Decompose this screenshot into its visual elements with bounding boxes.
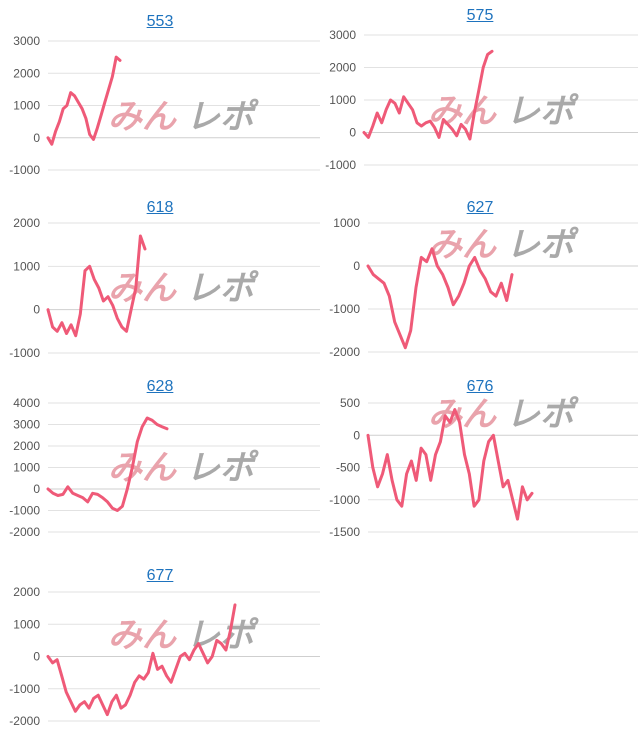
- y-tick-label: 3000: [13, 34, 40, 48]
- chart-title-link[interactable]: 677: [146, 567, 174, 584]
- watermark-logo: みん レポ: [108, 448, 259, 488]
- watermark-text-right: レポ: [186, 97, 259, 137]
- watermark-logo: みん レポ: [428, 92, 579, 132]
- y-tick-label: 1000: [13, 259, 40, 273]
- y-tick-label: -1000: [9, 682, 40, 696]
- y-tick-label: 1000: [13, 461, 40, 475]
- chart-title-link[interactable]: 627: [466, 199, 494, 216]
- y-tick-label: 2000: [13, 585, 40, 599]
- y-tick-label: -1000: [329, 493, 360, 507]
- series-line: [46, 234, 147, 338]
- y-tick-label: 500: [340, 396, 360, 410]
- series-line: [362, 49, 494, 141]
- y-tick-label: 3000: [329, 28, 356, 42]
- line-chart: -1000 0 1000 2000 3000 みん レポ: [9, 34, 320, 177]
- y-tick-label: -500: [336, 461, 360, 475]
- chart-title-link[interactable]: 628: [146, 378, 174, 395]
- watermark-text-right: レポ: [506, 394, 579, 434]
- watermark-logo: みん レポ: [428, 394, 579, 434]
- y-tick-label: 1000: [13, 617, 40, 631]
- watermark-text-left: みん: [428, 394, 497, 434]
- y-tick-label: 4000: [13, 396, 40, 410]
- watermark-text-right: レポ: [506, 225, 579, 265]
- chart-title-link[interactable]: 553: [146, 13, 174, 30]
- watermark-logo: みん レポ: [108, 269, 259, 309]
- y-tick-label: 1000: [329, 93, 356, 107]
- line-chart: -1000 0 1000 2000 3000 みん レポ: [325, 28, 638, 172]
- y-tick-label: -1000: [9, 346, 40, 360]
- watermark-text-right: レポ: [186, 269, 259, 309]
- watermark-text-left: みん: [108, 448, 177, 488]
- y-tick-label: -2000: [329, 345, 360, 359]
- y-tick-label: -1000: [9, 163, 40, 177]
- series-line: [46, 55, 122, 146]
- watermark-logo: みん レポ: [428, 225, 579, 265]
- line-chart: -2000 -1000 0 1000 みん レポ: [329, 216, 638, 359]
- y-tick-label: -1500: [329, 525, 360, 539]
- y-tick-label: -1000: [329, 302, 360, 316]
- watermark-text-right: レポ: [506, 92, 579, 132]
- chart-title-link[interactable]: 575: [466, 7, 494, 24]
- y-tick-label: 2000: [13, 439, 40, 453]
- watermark-text-right: レポ: [186, 448, 259, 488]
- y-tick-label: 1000: [333, 216, 360, 230]
- y-tick-label: -2000: [9, 525, 40, 539]
- watermark-text-right: レポ: [186, 616, 259, 656]
- series-line: [46, 603, 237, 717]
- y-tick-label: -1000: [325, 158, 356, 172]
- watermark-logo: みん レポ: [108, 97, 259, 137]
- line-chart: -2000 -1000 0 1000 2000 3000 4000 みん レポ: [9, 396, 320, 539]
- y-tick-label: 0: [33, 650, 40, 664]
- y-tick-label: 2000: [13, 66, 40, 80]
- y-tick-label: -2000: [9, 714, 40, 728]
- y-tick-label: -1000: [9, 504, 40, 518]
- y-tick-label: 2000: [13, 216, 40, 230]
- series-line: [366, 247, 514, 350]
- line-chart: -1000 0 1000 2000 みん レポ: [9, 216, 320, 360]
- y-tick-label: 0: [353, 428, 360, 442]
- series-line: [366, 408, 534, 521]
- watermark-text-left: みん: [428, 225, 497, 265]
- watermark-text-left: みん: [108, 269, 177, 309]
- y-tick-label: 0: [33, 303, 40, 317]
- line-chart: -2000 -1000 0 1000 2000 みん レポ: [9, 585, 320, 728]
- watermark-text-left: みん: [108, 97, 177, 137]
- y-tick-label: 3000: [13, 418, 40, 432]
- chart-title-link[interactable]: 618: [146, 199, 174, 216]
- y-tick-label: 0: [349, 126, 356, 140]
- chart-title-link[interactable]: 676: [466, 378, 494, 395]
- watermark-logo: みん レポ: [108, 616, 259, 656]
- line-chart: -1500 -1000 -500 0 500 みん レポ: [329, 394, 638, 539]
- y-tick-label: 0: [353, 259, 360, 273]
- y-tick-label: 0: [33, 482, 40, 496]
- series-line: [46, 416, 169, 512]
- y-tick-label: 1000: [13, 99, 40, 113]
- y-tick-label: 2000: [329, 61, 356, 75]
- watermark-text-left: みん: [108, 616, 177, 656]
- y-tick-label: 0: [33, 131, 40, 145]
